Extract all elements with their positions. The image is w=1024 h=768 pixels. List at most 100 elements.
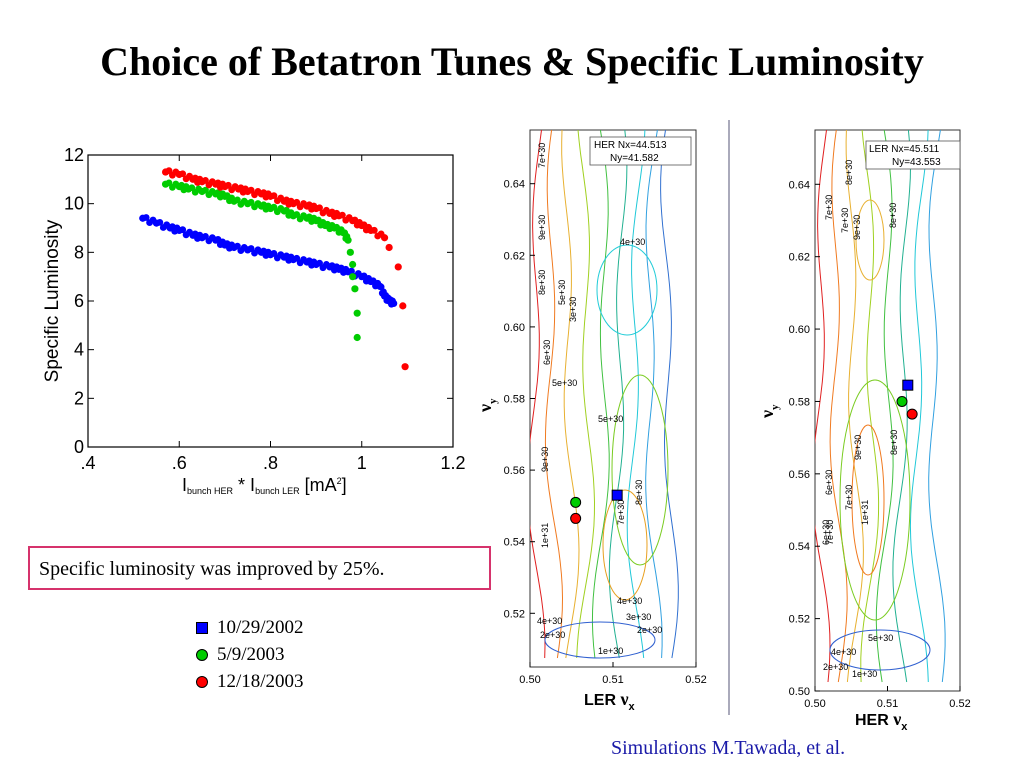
- scatter-point: [370, 226, 378, 234]
- scatter-point: [353, 333, 361, 342]
- contour-label: 4e+30: [617, 596, 642, 606]
- contour-label: 8e+30: [537, 270, 547, 295]
- scatter-point: [380, 234, 389, 242]
- scatter-y-tick-label: 6: [74, 291, 84, 311]
- contour-label: 1e+31: [860, 500, 870, 525]
- scatter-point: [349, 273, 357, 281]
- contour-y-tick-label: 0.50: [789, 686, 810, 698]
- scatter-x-tick-label: .4: [80, 453, 95, 473]
- scatter-y-label: Specific Luminosity: [42, 219, 63, 382]
- contour-label: 8e+30: [888, 203, 898, 228]
- contour-line: [829, 629, 931, 671]
- legend: 10/29/2002 5/9/2003 12/18/2003: [196, 614, 304, 695]
- contour-label: 8e+30: [634, 480, 644, 505]
- scatter-x-tick-label: 1: [357, 453, 367, 473]
- contour-y-tick-label: 0.62: [504, 250, 525, 262]
- contour-line: [875, 130, 894, 683]
- contour-line: [860, 130, 880, 683]
- scatter-x-tick-label: .6: [172, 453, 187, 473]
- legend-label: 10/29/2002: [217, 616, 304, 638]
- contour-line: [596, 244, 658, 336]
- scatter-point: [390, 299, 398, 308]
- contour-label: 9e+30: [852, 215, 862, 240]
- contour-line: [660, 130, 679, 659]
- scatter-point: [399, 302, 407, 310]
- contour-label: 5e+30: [598, 414, 623, 424]
- contour-line: [645, 130, 663, 659]
- contour2-x-label: HER νx: [855, 709, 908, 733]
- contour-label: 1e+31: [540, 523, 550, 548]
- contour-label: 5e+30: [552, 378, 577, 388]
- luminosity-scatter-chart: 0 2 4 6 8 10 12 .4 .6 .8 1 1.2 Specific Luminosity…: [42, 145, 466, 496]
- scatter-point: [353, 309, 361, 317]
- scatter-y-tick-label: 12: [64, 145, 84, 165]
- contour-label: 7e+30: [840, 208, 850, 233]
- contour-line: [530, 130, 546, 659]
- red-circle-icon: [196, 675, 208, 688]
- contour1-info-line1: HER Nx=44.513: [594, 140, 667, 151]
- scatter-point: [344, 236, 352, 244]
- contour-line: [909, 130, 929, 683]
- contour-label: 4e+30: [620, 237, 645, 247]
- scatter-x-label: Ibunch HER * Ibunch LER [mA2]: [182, 475, 347, 496]
- scatter-point: [401, 363, 409, 371]
- scatter-y-tick-label: 4: [74, 340, 84, 360]
- contour-y-tick-label: 0.60: [789, 324, 810, 336]
- contour-y-tick-label: 0.56: [504, 465, 525, 477]
- scatter-point: [385, 243, 393, 252]
- contour-label: 9e+30: [537, 215, 547, 240]
- contour-label: 5e+30: [868, 633, 893, 643]
- scatter-point: [179, 170, 187, 178]
- contour-label: 7e+30: [537, 143, 547, 168]
- contour-label: 3e+30: [626, 612, 651, 622]
- scatter-x-tick-label: .8: [263, 453, 278, 473]
- legend-label: 12/18/2003: [217, 670, 304, 692]
- contour-label: 3e+30: [568, 297, 578, 322]
- contour-label: 2e+30: [823, 662, 848, 672]
- scatter-point: [316, 204, 323, 212]
- contour-label: 8e+30: [889, 430, 899, 455]
- contour-x-tick-label: 0.52: [949, 698, 970, 710]
- tune-marker-circle: [570, 496, 582, 508]
- contour-y-tick-label: 0.54: [789, 541, 810, 553]
- contour-label: 2e+30: [637, 625, 662, 635]
- scatter-point: [156, 219, 164, 226]
- contour-line: [576, 130, 596, 659]
- contour-label: 5e+30: [557, 280, 567, 305]
- contour-line: [928, 130, 946, 683]
- contour2-y-label: νy: [757, 404, 781, 419]
- contour-label: 1e+30: [852, 669, 877, 679]
- legend-label: 5/9/2003: [217, 643, 285, 665]
- contour-y-tick-label: 0.52: [789, 614, 810, 626]
- contour-line: [561, 130, 580, 659]
- contour-label: 6e+30: [821, 520, 831, 545]
- result-callout: Specific luminosity was improved by 25%.: [28, 546, 491, 590]
- contour-line: [544, 621, 656, 659]
- contour-x-tick-label: 0.50: [804, 698, 825, 710]
- contour1-y-label: νy: [475, 398, 499, 413]
- contour-line: [845, 130, 864, 683]
- contour-x-tick-label: 0.52: [685, 674, 706, 686]
- contour-y-tick-label: 0.64: [504, 179, 525, 191]
- scatter-point: [270, 192, 278, 200]
- contour1-info-box: [589, 136, 692, 166]
- contour-label: 7e+30: [824, 195, 834, 220]
- contour-y-tick-label: 0.54: [504, 537, 525, 549]
- contour1-info-line2: Ny=41.582: [610, 153, 659, 164]
- contour-label: 4e+30: [537, 616, 562, 626]
- contour1-frame: [529, 129, 697, 668]
- contour-label: 7e+30: [825, 520, 835, 545]
- scatter-point: [179, 226, 187, 234]
- contour-line: [829, 130, 848, 683]
- contour-label: 4e+30: [831, 647, 856, 657]
- contour-label: 6e+30: [824, 470, 834, 495]
- scatter-y-tick-label: 10: [64, 194, 84, 214]
- contour-y-tick-label: 0.64: [789, 179, 810, 191]
- contour-label: 7e+30: [844, 485, 854, 510]
- contour-label: 9e+30: [853, 435, 863, 460]
- contour-y-tick-label: 0.62: [789, 252, 810, 264]
- contour-y-tick-label: 0.56: [789, 469, 810, 481]
- contour-x-tick-label: 0.51: [602, 674, 623, 686]
- contour-label: 8e+30: [844, 160, 854, 185]
